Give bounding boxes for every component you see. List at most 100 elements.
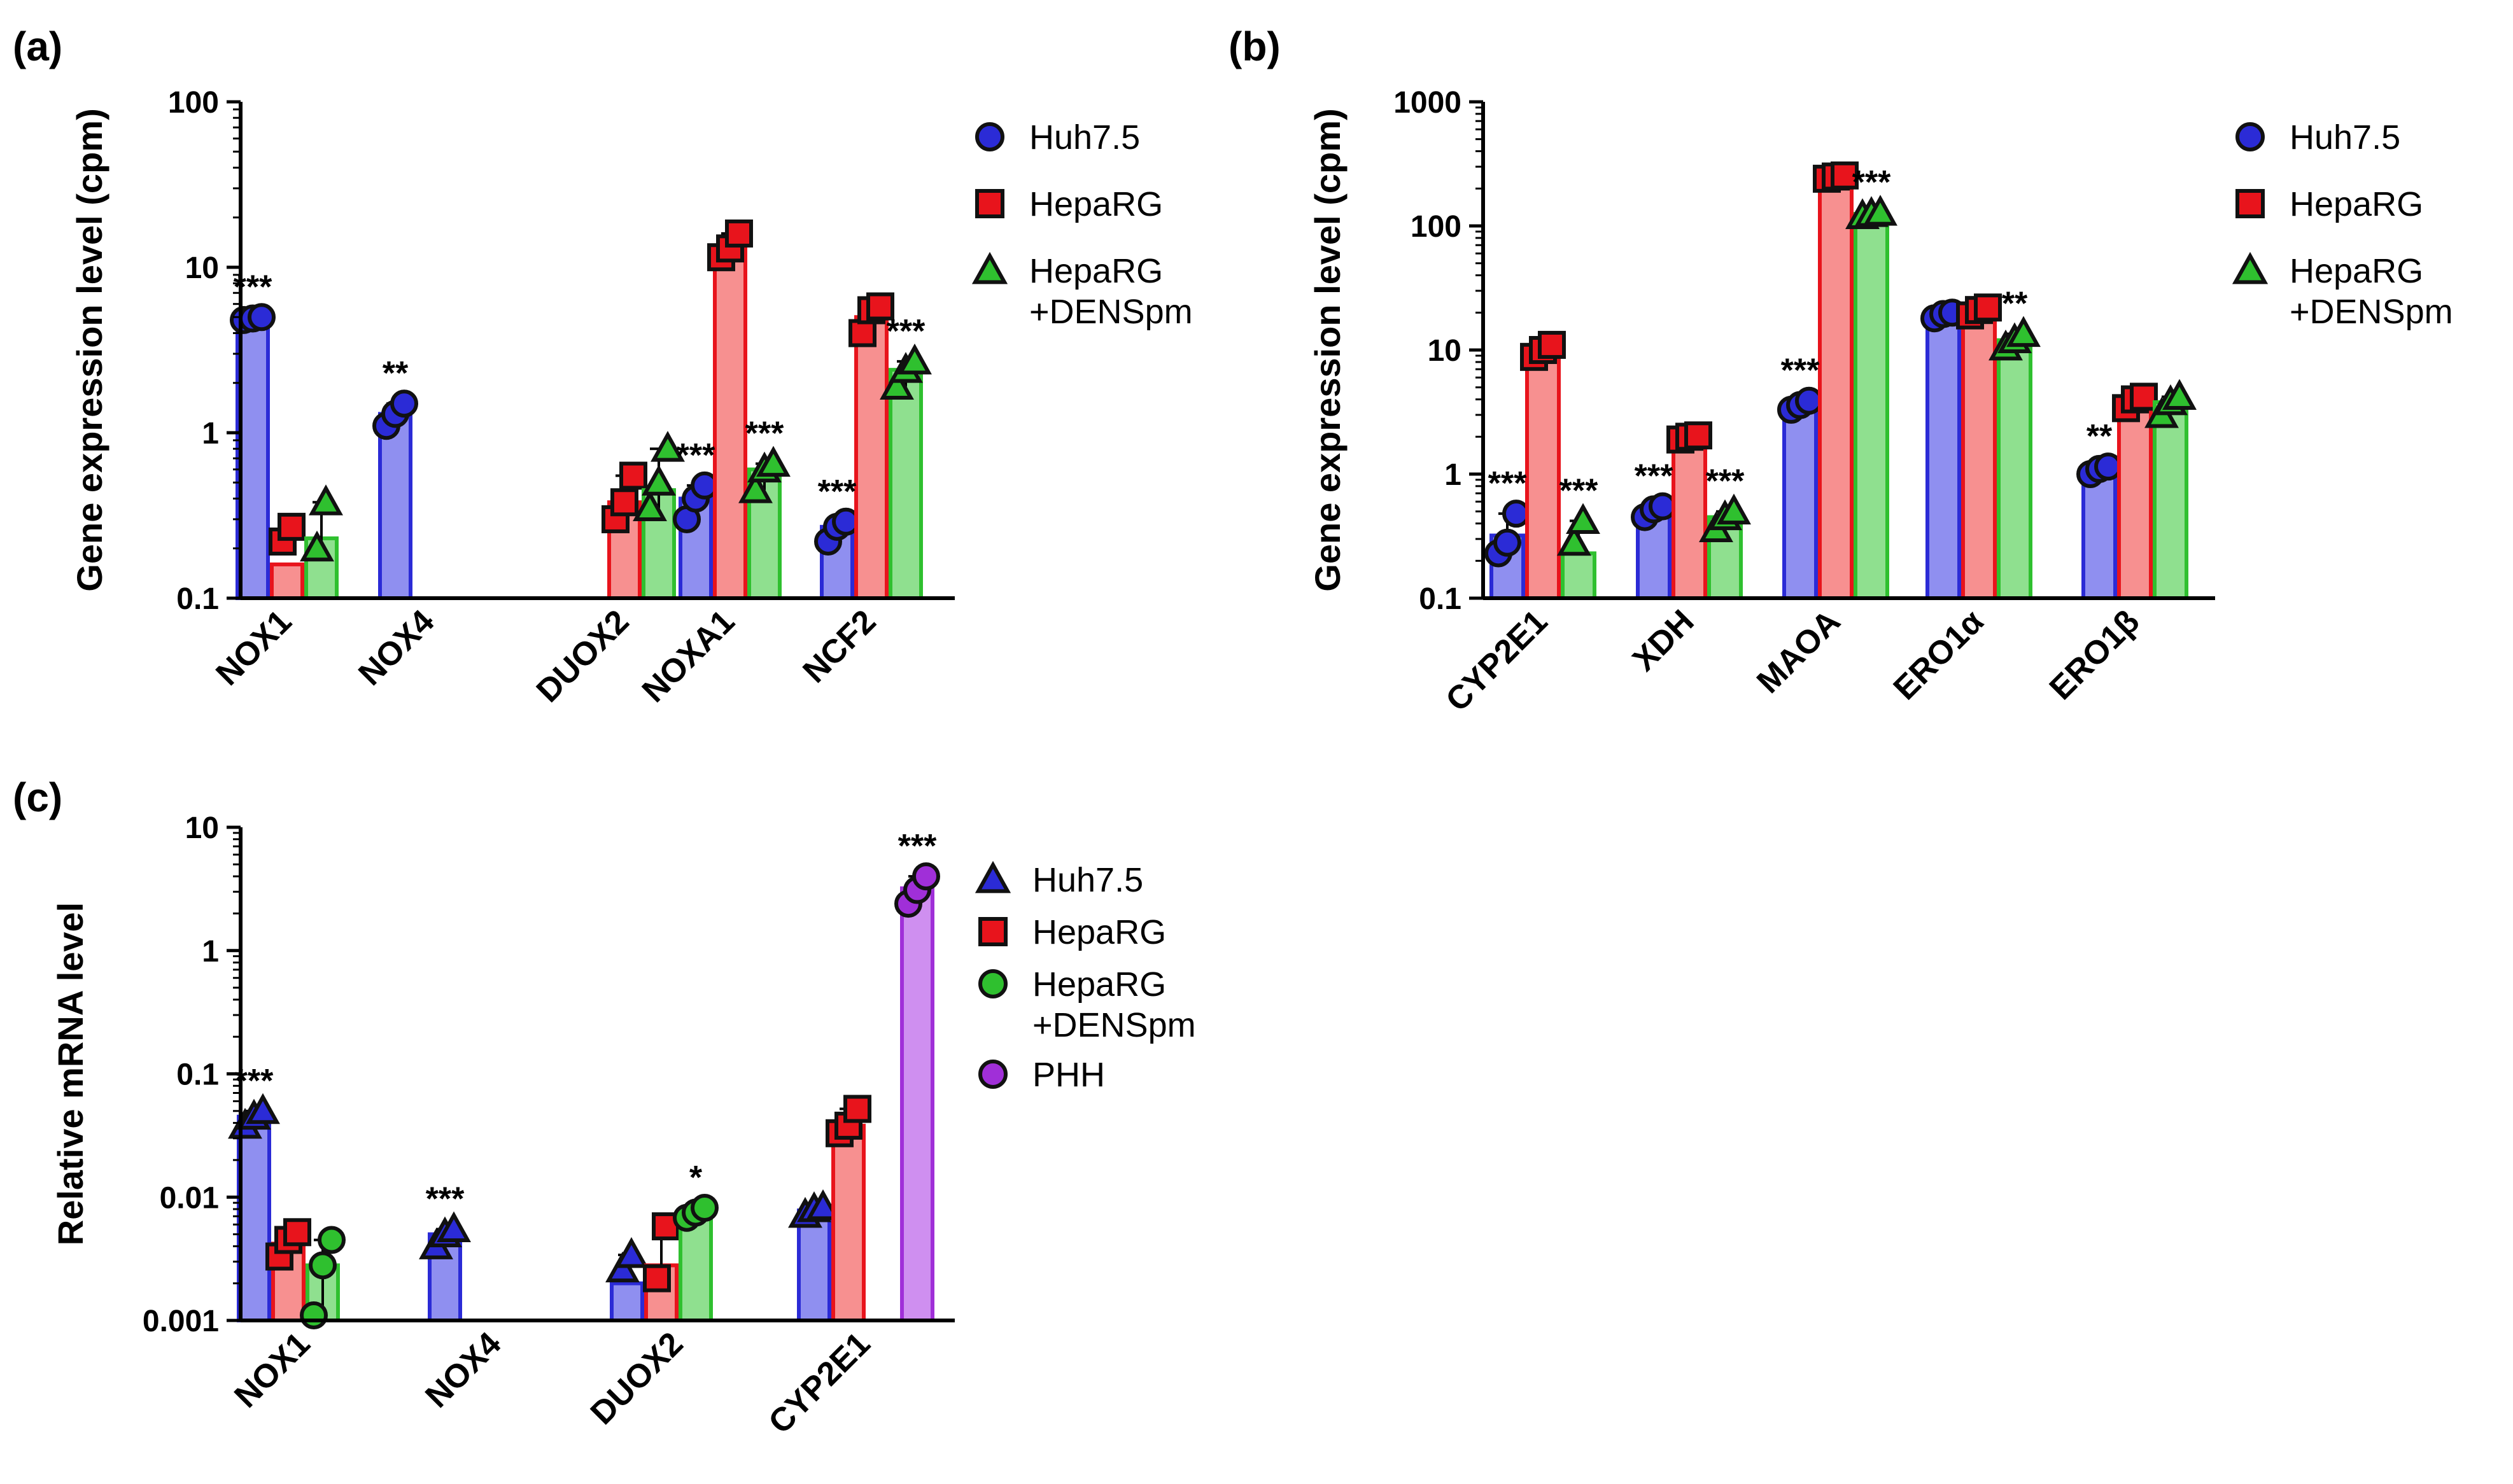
category-label: DUOX2 xyxy=(530,603,637,710)
data-point xyxy=(2130,382,2158,411)
data-point xyxy=(1557,524,1591,556)
significance-label: *** xyxy=(898,828,937,865)
significance-label: ** xyxy=(2002,286,2028,323)
data-point xyxy=(309,1251,337,1280)
data-point xyxy=(1974,293,2002,322)
category-label: NOXA1 xyxy=(635,603,742,710)
category-label: NOX4 xyxy=(351,603,441,692)
legend-label: +DENSpm xyxy=(2290,293,2453,331)
significance-label: *** xyxy=(745,416,784,452)
data-point xyxy=(1795,386,1823,415)
data-point xyxy=(1538,330,1566,359)
data-point xyxy=(1566,503,1600,534)
data-point xyxy=(642,465,676,496)
bar xyxy=(610,1281,644,1322)
bar xyxy=(237,1114,271,1322)
data-point xyxy=(643,1264,671,1292)
legend-label: HepaRG xyxy=(1029,185,1163,223)
legend-marker xyxy=(975,122,1004,151)
data-point xyxy=(848,319,876,347)
panel-label: (c) xyxy=(13,774,62,820)
y-tick-label: 0.1 xyxy=(176,1058,219,1092)
category-label: CYP2E1 xyxy=(761,1325,877,1441)
y-tick-label: 100 xyxy=(168,86,219,120)
data-point xyxy=(2094,452,2122,481)
legend-label: PHH xyxy=(1032,1056,1105,1094)
legend-marker xyxy=(975,860,1011,893)
y-tick-label: 1 xyxy=(202,417,219,451)
data-point xyxy=(309,484,343,515)
bar xyxy=(1782,403,1818,600)
bar xyxy=(2117,397,2153,601)
y-tick-label: 1000 xyxy=(1393,86,1461,120)
data-point xyxy=(278,512,306,541)
bar xyxy=(1925,313,1961,600)
significance-label: *** xyxy=(1852,164,1891,201)
legend-label: Huh7.5 xyxy=(1029,118,1140,157)
category-label: NCF2 xyxy=(796,603,883,690)
data-point xyxy=(691,1193,719,1222)
data-point xyxy=(1717,493,1751,525)
y-tick-label: 0.001 xyxy=(143,1305,219,1338)
bar xyxy=(1818,174,1854,601)
legend-marker xyxy=(971,251,1008,284)
category-label: DUOX2 xyxy=(584,1325,691,1432)
data-point xyxy=(897,343,932,375)
data-point xyxy=(390,389,418,418)
data-point xyxy=(1649,492,1677,521)
y-tick-label: 1 xyxy=(1444,458,1461,492)
legend-label: +DENSpm xyxy=(1032,1006,1196,1044)
data-point xyxy=(248,303,276,332)
category-label: XDH xyxy=(1626,603,1701,678)
significance-label: *** xyxy=(1488,465,1527,502)
bar xyxy=(854,315,889,600)
significance-label: *** xyxy=(1706,463,1745,500)
category-label: MAOA xyxy=(1750,603,1847,700)
data-point xyxy=(300,1301,328,1329)
legend-marker xyxy=(978,969,1008,998)
bar xyxy=(889,368,923,600)
significance-label: *** xyxy=(887,313,926,350)
legend-marker xyxy=(978,1060,1008,1089)
y-tick-label: 10 xyxy=(185,251,219,285)
data-point xyxy=(318,1226,346,1254)
y-tick-label: 100 xyxy=(1411,210,1461,244)
category-label: ERO1α xyxy=(1887,603,1991,707)
data-point xyxy=(619,461,647,490)
data-point xyxy=(246,1093,280,1124)
legend-marker xyxy=(2232,251,2269,284)
category-label: NOX4 xyxy=(418,1325,508,1415)
data-point xyxy=(2162,379,2197,410)
y-tick-label: 0.1 xyxy=(1419,582,1461,616)
data-point xyxy=(633,490,667,522)
y-tick-label: 10 xyxy=(1428,334,1461,368)
data-point xyxy=(1493,528,1521,557)
significance-label: ** xyxy=(2087,418,2113,455)
bar xyxy=(378,412,412,601)
bar xyxy=(713,246,747,600)
data-point xyxy=(437,1211,471,1243)
panel-label: (b) xyxy=(1228,24,1281,69)
category-label: NOX1 xyxy=(227,1325,317,1415)
data-point xyxy=(300,530,334,562)
category-label: ERO1β xyxy=(2043,603,2147,707)
significance-label: ** xyxy=(383,355,409,392)
data-point xyxy=(1831,161,1859,190)
data-point xyxy=(1684,421,1712,450)
bar xyxy=(1854,212,1889,600)
y-axis-title: Gene expression level (cpm) xyxy=(1307,108,1348,591)
data-point xyxy=(2006,316,2041,347)
legend-marker xyxy=(2235,189,2265,218)
significance-label: *** xyxy=(1781,353,1820,389)
legend-label: +DENSpm xyxy=(1029,293,1193,331)
significance-label: *** xyxy=(818,473,857,510)
y-axis-title: Gene expression level (cpm) xyxy=(69,108,109,591)
data-point xyxy=(283,1218,311,1247)
category-label: CYP2E1 xyxy=(1439,603,1554,718)
significance-label: * xyxy=(689,1159,703,1196)
data-point xyxy=(866,292,894,321)
significance-label: *** xyxy=(1559,472,1598,509)
data-point xyxy=(912,862,940,891)
category-label: NOX1 xyxy=(209,603,299,692)
